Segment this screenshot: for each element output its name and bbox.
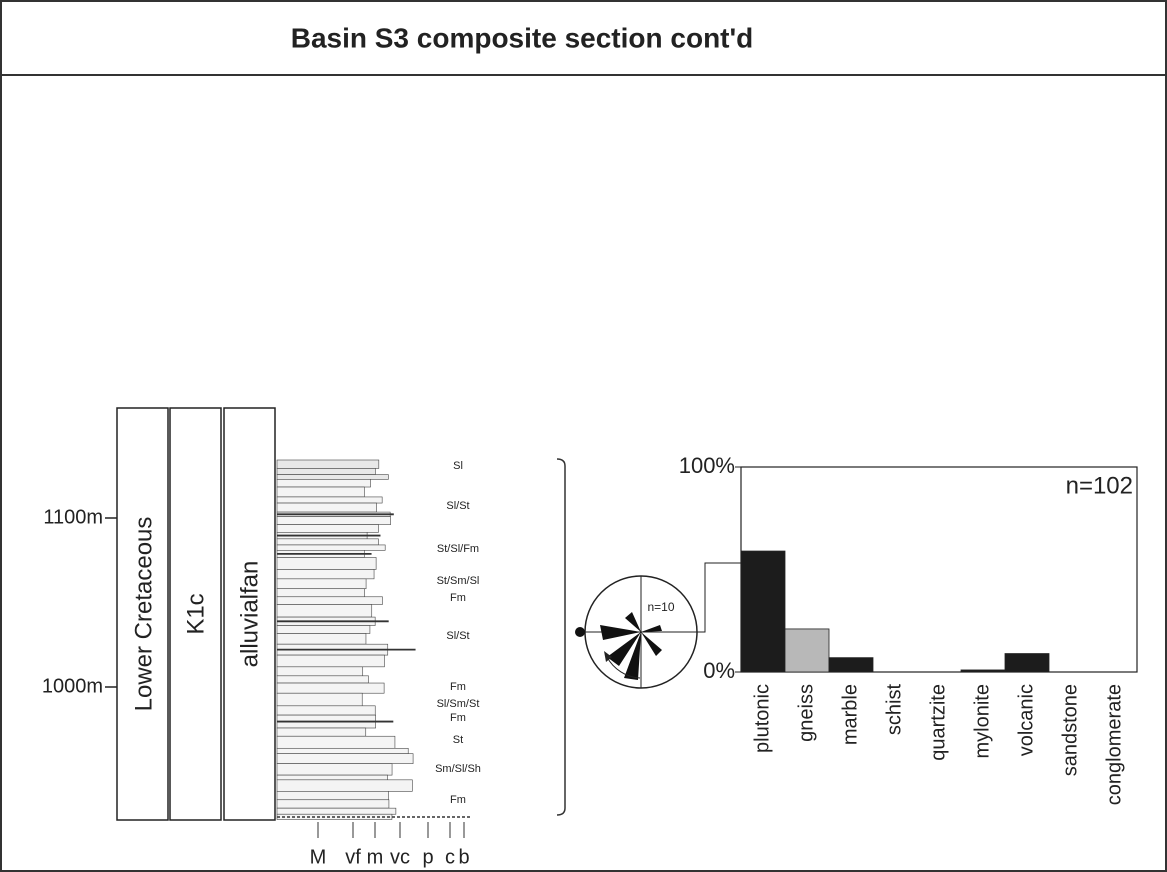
connector [697, 563, 741, 632]
facies-label: St/Sl/Fm [437, 543, 479, 555]
bed [277, 808, 396, 814]
bed [277, 791, 389, 799]
annotation: n=102 [1066, 472, 1133, 499]
bed [277, 683, 384, 693]
facies-label: Fm [450, 681, 466, 693]
bed [277, 589, 365, 597]
bed [277, 754, 413, 764]
rose-label: n=10 [647, 600, 674, 614]
bed [277, 780, 412, 791]
unit-label: Lower Cretaceous [130, 517, 157, 712]
x-tick-label: volcanic [1015, 684, 1037, 756]
x-tick-label: conglomerate [1103, 684, 1125, 805]
grain-label: vc [390, 846, 410, 868]
title: Basin S3 composite section cont'd [291, 22, 754, 53]
grain-label: vf [345, 846, 361, 868]
bar [961, 670, 1005, 672]
bed [277, 497, 382, 503]
bed [277, 503, 377, 512]
bed [277, 557, 376, 569]
facies-label: St/Sm/Sl [437, 575, 480, 587]
bed [277, 468, 375, 474]
bed [277, 517, 391, 525]
facies-label: Fm [450, 592, 466, 604]
bracket [557, 459, 565, 815]
facies-label: Sl/St [446, 500, 469, 512]
bar [829, 658, 873, 672]
bed [277, 655, 384, 667]
x-tick-label: marble [839, 684, 861, 745]
grain-label: p [422, 846, 433, 868]
depth-label: 1000m [42, 675, 103, 697]
y-tick-label: 100% [679, 453, 735, 478]
facies-label: St [453, 734, 463, 746]
facies-label: Sl [453, 460, 463, 472]
facies-label: Fm [450, 794, 466, 806]
bed [277, 764, 392, 775]
bed [277, 579, 366, 589]
x-tick-label: gneiss [795, 684, 817, 742]
unit-label: alluvialfan [236, 561, 263, 668]
x-tick-label: schist [883, 684, 905, 736]
y-tick-label: 0% [703, 658, 735, 683]
grain-label: b [458, 846, 469, 868]
bed [277, 539, 378, 545]
bed [277, 626, 370, 634]
rose-arrowhead [604, 651, 612, 662]
bed [277, 748, 408, 753]
bed [277, 693, 362, 706]
bed [277, 604, 372, 617]
bed [277, 775, 388, 780]
x-tick-label: mylonite [971, 684, 993, 758]
unit-label: K1c [182, 593, 209, 634]
bed [277, 736, 395, 748]
rose-diagram: n=10 [575, 576, 697, 688]
bed [277, 545, 385, 550]
bed [277, 460, 379, 468]
bar [1005, 654, 1049, 672]
bed [277, 800, 389, 808]
bed [277, 569, 374, 578]
bed [277, 634, 366, 645]
x-tick-label: plutonic [751, 684, 773, 753]
bed [277, 597, 382, 605]
x-tick-label: sandstone [1059, 684, 1081, 776]
grain-label: c [445, 846, 455, 868]
bed [277, 676, 368, 683]
facies-label: Sl/St [446, 630, 469, 642]
bed [277, 475, 388, 480]
figure: Basin S3 composite section cont'd Lower … [0, 0, 1167, 872]
rose-dot [575, 627, 585, 637]
grain-label: m [367, 846, 384, 868]
rose-petal [600, 612, 662, 680]
grain-label: M [310, 846, 327, 868]
bar [741, 551, 785, 672]
depth-label: 1100m [43, 506, 103, 528]
bed [277, 706, 375, 715]
x-tick-label: quartzite [927, 684, 949, 761]
bar [785, 629, 829, 672]
facies-label: Sm/Sl/Sh [435, 763, 481, 775]
facies-label: Sl/Sm/St [437, 698, 480, 710]
bed [277, 479, 371, 487]
bed [277, 525, 379, 533]
bed [277, 487, 364, 497]
bed [277, 667, 363, 676]
bed [277, 728, 366, 736]
facies-label: Fm [450, 712, 466, 724]
